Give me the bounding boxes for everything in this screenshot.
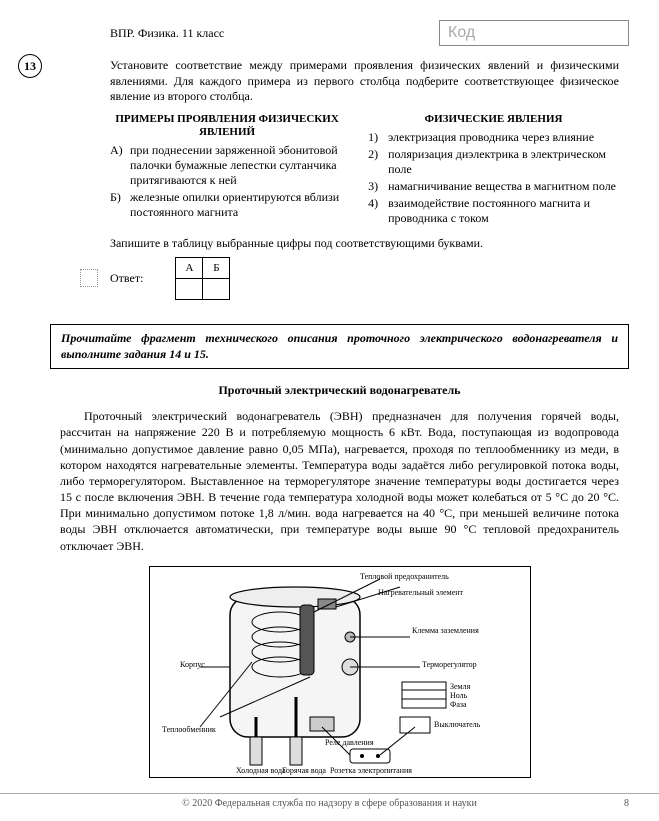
instruction-box: Прочитайте фрагмент технического описани… [50, 324, 629, 369]
task-number-badge: 13 [18, 54, 42, 78]
code-placeholder: Код [448, 24, 475, 42]
marker: 1) [368, 130, 388, 145]
right-item: 1) электризация проводника через влияние [368, 130, 619, 145]
write-in-instruction: Запишите в таблицу выбранные цифры под с… [110, 236, 619, 251]
copyright: © 2020 Федеральная служба по надзору в с… [182, 798, 477, 809]
right-item: 3) намагничивание вещества в магнитном п… [368, 179, 619, 194]
item-text: взаимодействие постоянного магнита и про… [388, 196, 619, 226]
marker: 2) [368, 147, 388, 177]
passage-text: Проточный электрический водонагреватель … [60, 408, 619, 554]
right-column: ФИЗИЧЕСКИЕ ЯВЛЕНИЯ 1) электризация прово… [368, 113, 619, 228]
item-text: электризация проводника через влияние [388, 130, 619, 145]
label-fuse: Тепловой предохранитель [360, 572, 449, 581]
ans-cell-b[interactable] [203, 278, 230, 299]
task-13: Установите соответствие между примерами … [110, 58, 619, 300]
marker: А) [110, 143, 130, 188]
label-socket: Розетка электропитания [330, 766, 412, 775]
left-item: А) при поднесении заряженной эбонитовой … [110, 143, 344, 188]
footer: © 2020 Федеральная служба по надзору в с… [0, 793, 659, 809]
answer-label: Ответ: [110, 271, 143, 286]
left-item: Б) железные опилки ориентируются вблизи … [110, 190, 344, 220]
label-exchanger: Теплообменник [162, 725, 216, 734]
label-phase: Фаза [450, 700, 467, 709]
item-text: при поднесении заряженной эбонитовой пал… [130, 143, 344, 188]
page-number: 8 [624, 798, 629, 809]
item-text: поляризация диэлектрика в электрическом … [388, 147, 619, 177]
label-relay: Реле давления [325, 738, 374, 747]
marker: Б) [110, 190, 130, 220]
subject-label: ВПР. Физика. 11 класс [110, 26, 224, 41]
label-neutral: Ноль [450, 691, 468, 700]
right-item: 4) взаимодействие постоянного магнита и … [368, 196, 619, 226]
label-ground: Земля [450, 682, 471, 691]
answer-table[interactable]: А Б [175, 257, 230, 300]
item-text: железные опилки ориентируются вблизи пос… [130, 190, 344, 220]
label-switch: Выключатель [434, 720, 481, 729]
label-heater: Нагревательный элемент [378, 588, 464, 597]
match-columns: ПРИМЕРЫ ПРОЯВЛЕНИЯ ФИЗИЧЕСКИХ ЯВЛЕНИЙ А)… [110, 113, 619, 228]
header: ВПР. Физика. 11 класс Код [50, 20, 629, 46]
marker: 4) [368, 196, 388, 226]
label-thermo: Терморегулятор [422, 660, 477, 669]
left-column: ПРИМЕРЫ ПРОЯВЛЕНИЯ ФИЗИЧЕСКИХ ЯВЛЕНИЙ А)… [110, 113, 344, 228]
page: ВПР. Физика. 11 класс Код 13 Установите … [0, 0, 659, 821]
ans-head-a: А [176, 257, 203, 278]
left-header: ПРИМЕРЫ ПРОЯВЛЕНИЯ ФИЗИЧЕСКИХ ЯВЛЕНИЙ [110, 113, 344, 139]
label-body: Корпус [180, 660, 205, 669]
heater-diagram: Тепловой предохранитель Нагревательный э… [149, 566, 531, 778]
code-input[interactable]: Код [439, 20, 629, 46]
answer-row: Ответ: А Б [110, 257, 619, 300]
right-header: ФИЗИЧЕСКИЕ ЯВЛЕНИЯ [368, 113, 619, 126]
task-intro: Установите соответствие между примерами … [110, 58, 619, 105]
right-item: 2) поляризация диэлектрика в электрическ… [368, 147, 619, 177]
section-title: Проточный электрический водонагреватель [50, 383, 629, 398]
marker: 3) [368, 179, 388, 194]
label-terminal: Клемма заземления [412, 626, 479, 635]
ans-cell-a[interactable] [176, 278, 203, 299]
label-hot: Горячая вода [282, 766, 326, 775]
checkbox-marker[interactable] [80, 269, 98, 287]
item-text: намагничивание вещества в магнитном поле [388, 179, 619, 194]
ans-head-b: Б [203, 257, 230, 278]
label-cold: Холодная вода [236, 766, 286, 775]
